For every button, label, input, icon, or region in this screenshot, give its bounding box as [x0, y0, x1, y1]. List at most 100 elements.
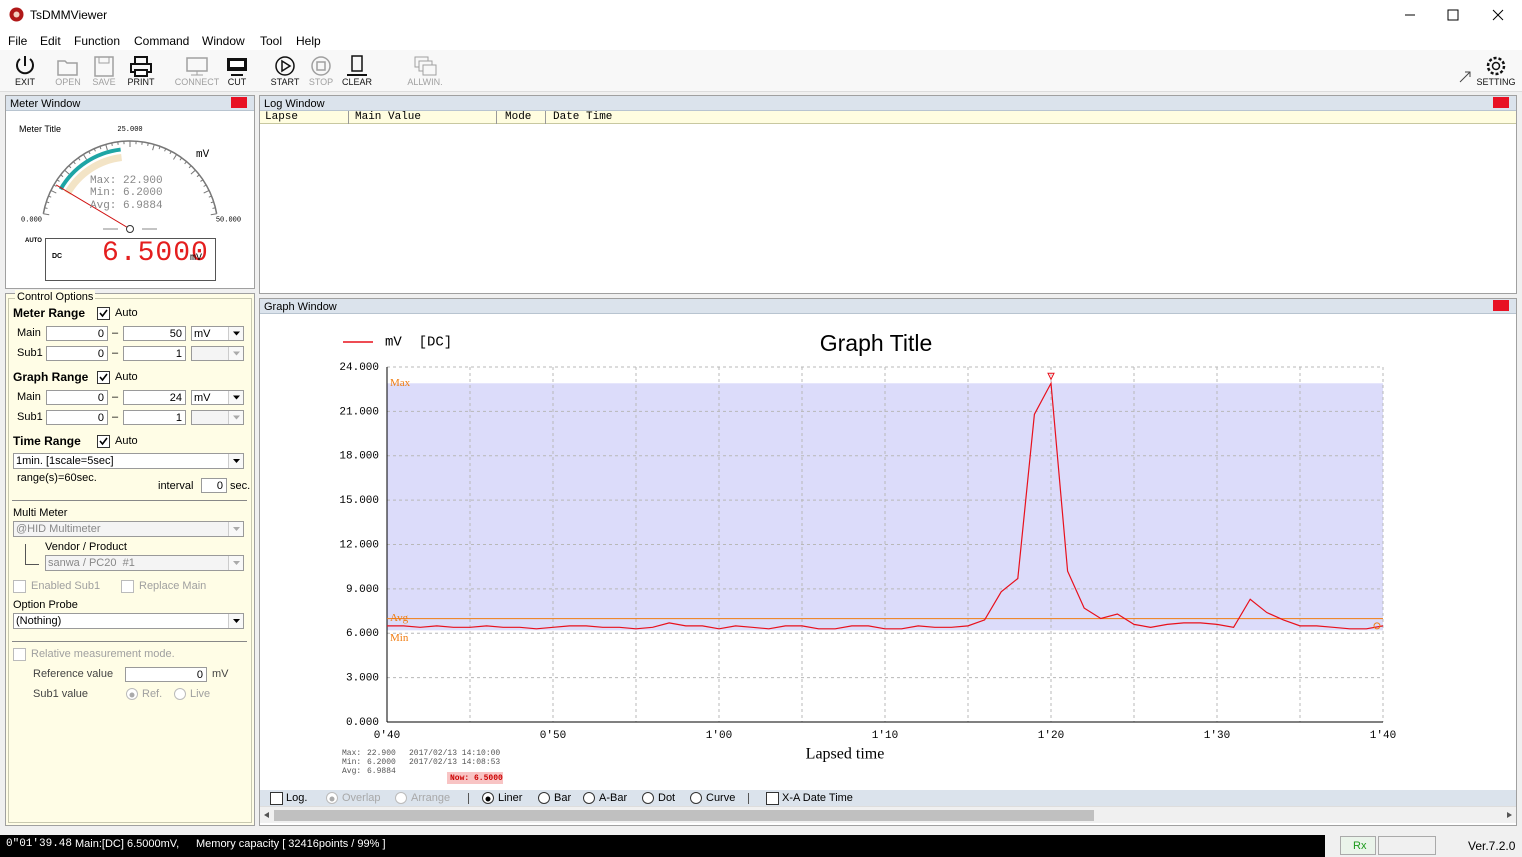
- toolbar-label[interactable]: START: [270, 77, 300, 87]
- toolbar-label[interactable]: CLEAR: [341, 77, 373, 87]
- toolbar-button[interactable]: [177, 52, 217, 90]
- menu-item[interactable]: Function: [74, 34, 121, 48]
- dropdown-value[interactable]: mV: [194, 327, 211, 340]
- radio-button[interactable]: [482, 792, 494, 804]
- radio-button[interactable]: [326, 792, 338, 804]
- text-input[interactable]: [123, 326, 186, 341]
- toolbar-label[interactable]: EXIT: [14, 77, 36, 87]
- column-header[interactable]: Lapse: [265, 111, 299, 123]
- interval-input[interactable]: 0: [216, 479, 223, 492]
- toolbar-label[interactable]: CONNECT: [174, 77, 220, 87]
- toolbar-button[interactable]: [265, 52, 305, 90]
- graph-option-label[interactable]: Arrange: [411, 792, 451, 804]
- menu-item[interactable]: Window: [202, 34, 245, 48]
- text-input[interactable]: [201, 478, 227, 493]
- column-header[interactable]: Date Time: [553, 111, 613, 123]
- radio-button[interactable]: [395, 792, 407, 804]
- range-separator: –: [112, 391, 119, 403]
- dropdown-value[interactable]: @HID Multimeter: [16, 523, 101, 535]
- toolbar-label[interactable]: STOP: [308, 77, 334, 87]
- toolbar-button[interactable]: [1476, 52, 1516, 90]
- scrollbar[interactable]: [260, 806, 1516, 823]
- toolbar-label[interactable]: PRINT: [127, 77, 155, 87]
- range-from[interactable]: 0: [97, 327, 104, 340]
- checkbox[interactable]: [766, 792, 779, 805]
- checkbox[interactable]: [121, 580, 134, 593]
- auto-checkbox-label[interactable]: Auto: [115, 371, 138, 383]
- range-to[interactable]: 1: [175, 411, 182, 424]
- menu-item[interactable]: Help: [296, 34, 321, 48]
- radio-button[interactable]: [583, 792, 595, 804]
- toolbar-button[interactable]: [405, 52, 445, 90]
- dropdown-value[interactable]: mV: [194, 391, 211, 404]
- dropdown-value[interactable]: (Nothing): [16, 615, 62, 627]
- radio-button[interactable]: [174, 688, 186, 700]
- toolbar-label[interactable]: SETTING: [1476, 77, 1516, 87]
- radio-button[interactable]: [126, 688, 138, 700]
- menu-item[interactable]: Command: [134, 34, 190, 48]
- graph-option-label[interactable]: Log.: [286, 792, 308, 804]
- graph-option-label[interactable]: Overlap: [342, 792, 381, 804]
- toolbar-label[interactable]: SAVE: [92, 77, 116, 87]
- menu-item[interactable]: Edit: [40, 34, 61, 48]
- stat-value: 6.2000: [367, 758, 396, 767]
- text-input[interactable]: [46, 346, 108, 361]
- window-controls[interactable]: [1395, 5, 1515, 25]
- auto-checkbox-label[interactable]: Auto: [115, 307, 138, 319]
- menu-item[interactable]: File: [8, 34, 28, 48]
- reference-input[interactable]: 0: [196, 668, 203, 681]
- radio-button[interactable]: [538, 792, 550, 804]
- toolbar-label[interactable]: OPEN: [55, 77, 81, 87]
- toolbar-button[interactable]: [84, 52, 124, 90]
- text-input[interactable]: [123, 410, 186, 425]
- range-from[interactable]: 0: [97, 411, 104, 424]
- column-header[interactable]: Mode: [505, 111, 532, 123]
- checkbox[interactable]: [13, 580, 26, 593]
- column-header[interactable]: Main Value: [355, 111, 422, 123]
- expand-arrows: [1459, 71, 1471, 83]
- close-button[interactable]: [1493, 300, 1509, 311]
- toolbar-button[interactable]: [5, 52, 45, 90]
- auto-checkbox-label[interactable]: Auto: [115, 435, 138, 447]
- text-input[interactable]: [46, 390, 108, 405]
- graph-option-label[interactable]: Liner: [498, 792, 523, 804]
- field-label: Reference value: [33, 668, 114, 680]
- close-button[interactable]: [231, 97, 247, 108]
- toolbar-label[interactable]: CUT: [227, 77, 247, 87]
- dropdown-value[interactable]: sanwa / PC20 #1: [48, 557, 135, 569]
- toolbar-label[interactable]: ALLWIN.: [407, 77, 443, 87]
- checkbox[interactable]: [13, 648, 26, 661]
- toolbar-button[interactable]: [337, 52, 377, 90]
- radio-button[interactable]: [690, 792, 702, 804]
- close-button[interactable]: [1493, 97, 1509, 108]
- graph-option-label[interactable]: Bar: [554, 792, 572, 804]
- text-input[interactable]: [125, 667, 207, 682]
- graph-option-label[interactable]: Curve: [706, 792, 736, 804]
- checkbox[interactable]: [270, 792, 283, 805]
- range-from[interactable]: 0: [97, 347, 104, 360]
- text-input[interactable]: [123, 346, 186, 361]
- dropdown-value[interactable]: 1min. [1scale=5sec]: [16, 455, 114, 467]
- dropdown[interactable]: [13, 453, 244, 469]
- toolbar-button[interactable]: [48, 52, 88, 90]
- range-from[interactable]: 0: [97, 391, 104, 404]
- range-to[interactable]: 24: [169, 391, 182, 404]
- checkbox[interactable]: [97, 371, 110, 384]
- graph-option-label[interactable]: A-Bar: [599, 792, 628, 804]
- toolbar-button[interactable]: [301, 52, 341, 90]
- text-input[interactable]: [123, 390, 186, 405]
- text-input[interactable]: [46, 410, 108, 425]
- status-cell: [1378, 836, 1436, 855]
- graph-option-label[interactable]: Dot: [658, 792, 676, 804]
- text-input[interactable]: [46, 326, 108, 341]
- toolbar-button[interactable]: [217, 52, 257, 90]
- menu-item[interactable]: Tool: [260, 34, 283, 48]
- graph-option-label[interactable]: X-A Date Time: [782, 792, 853, 804]
- checkbox[interactable]: [97, 307, 110, 320]
- range-to[interactable]: 1: [175, 347, 182, 360]
- toolbar-button[interactable]: [121, 52, 161, 90]
- radio-button[interactable]: [642, 792, 654, 804]
- range-to[interactable]: 50: [169, 327, 182, 340]
- dropdown[interactable]: [13, 613, 244, 629]
- checkbox[interactable]: [97, 435, 110, 448]
